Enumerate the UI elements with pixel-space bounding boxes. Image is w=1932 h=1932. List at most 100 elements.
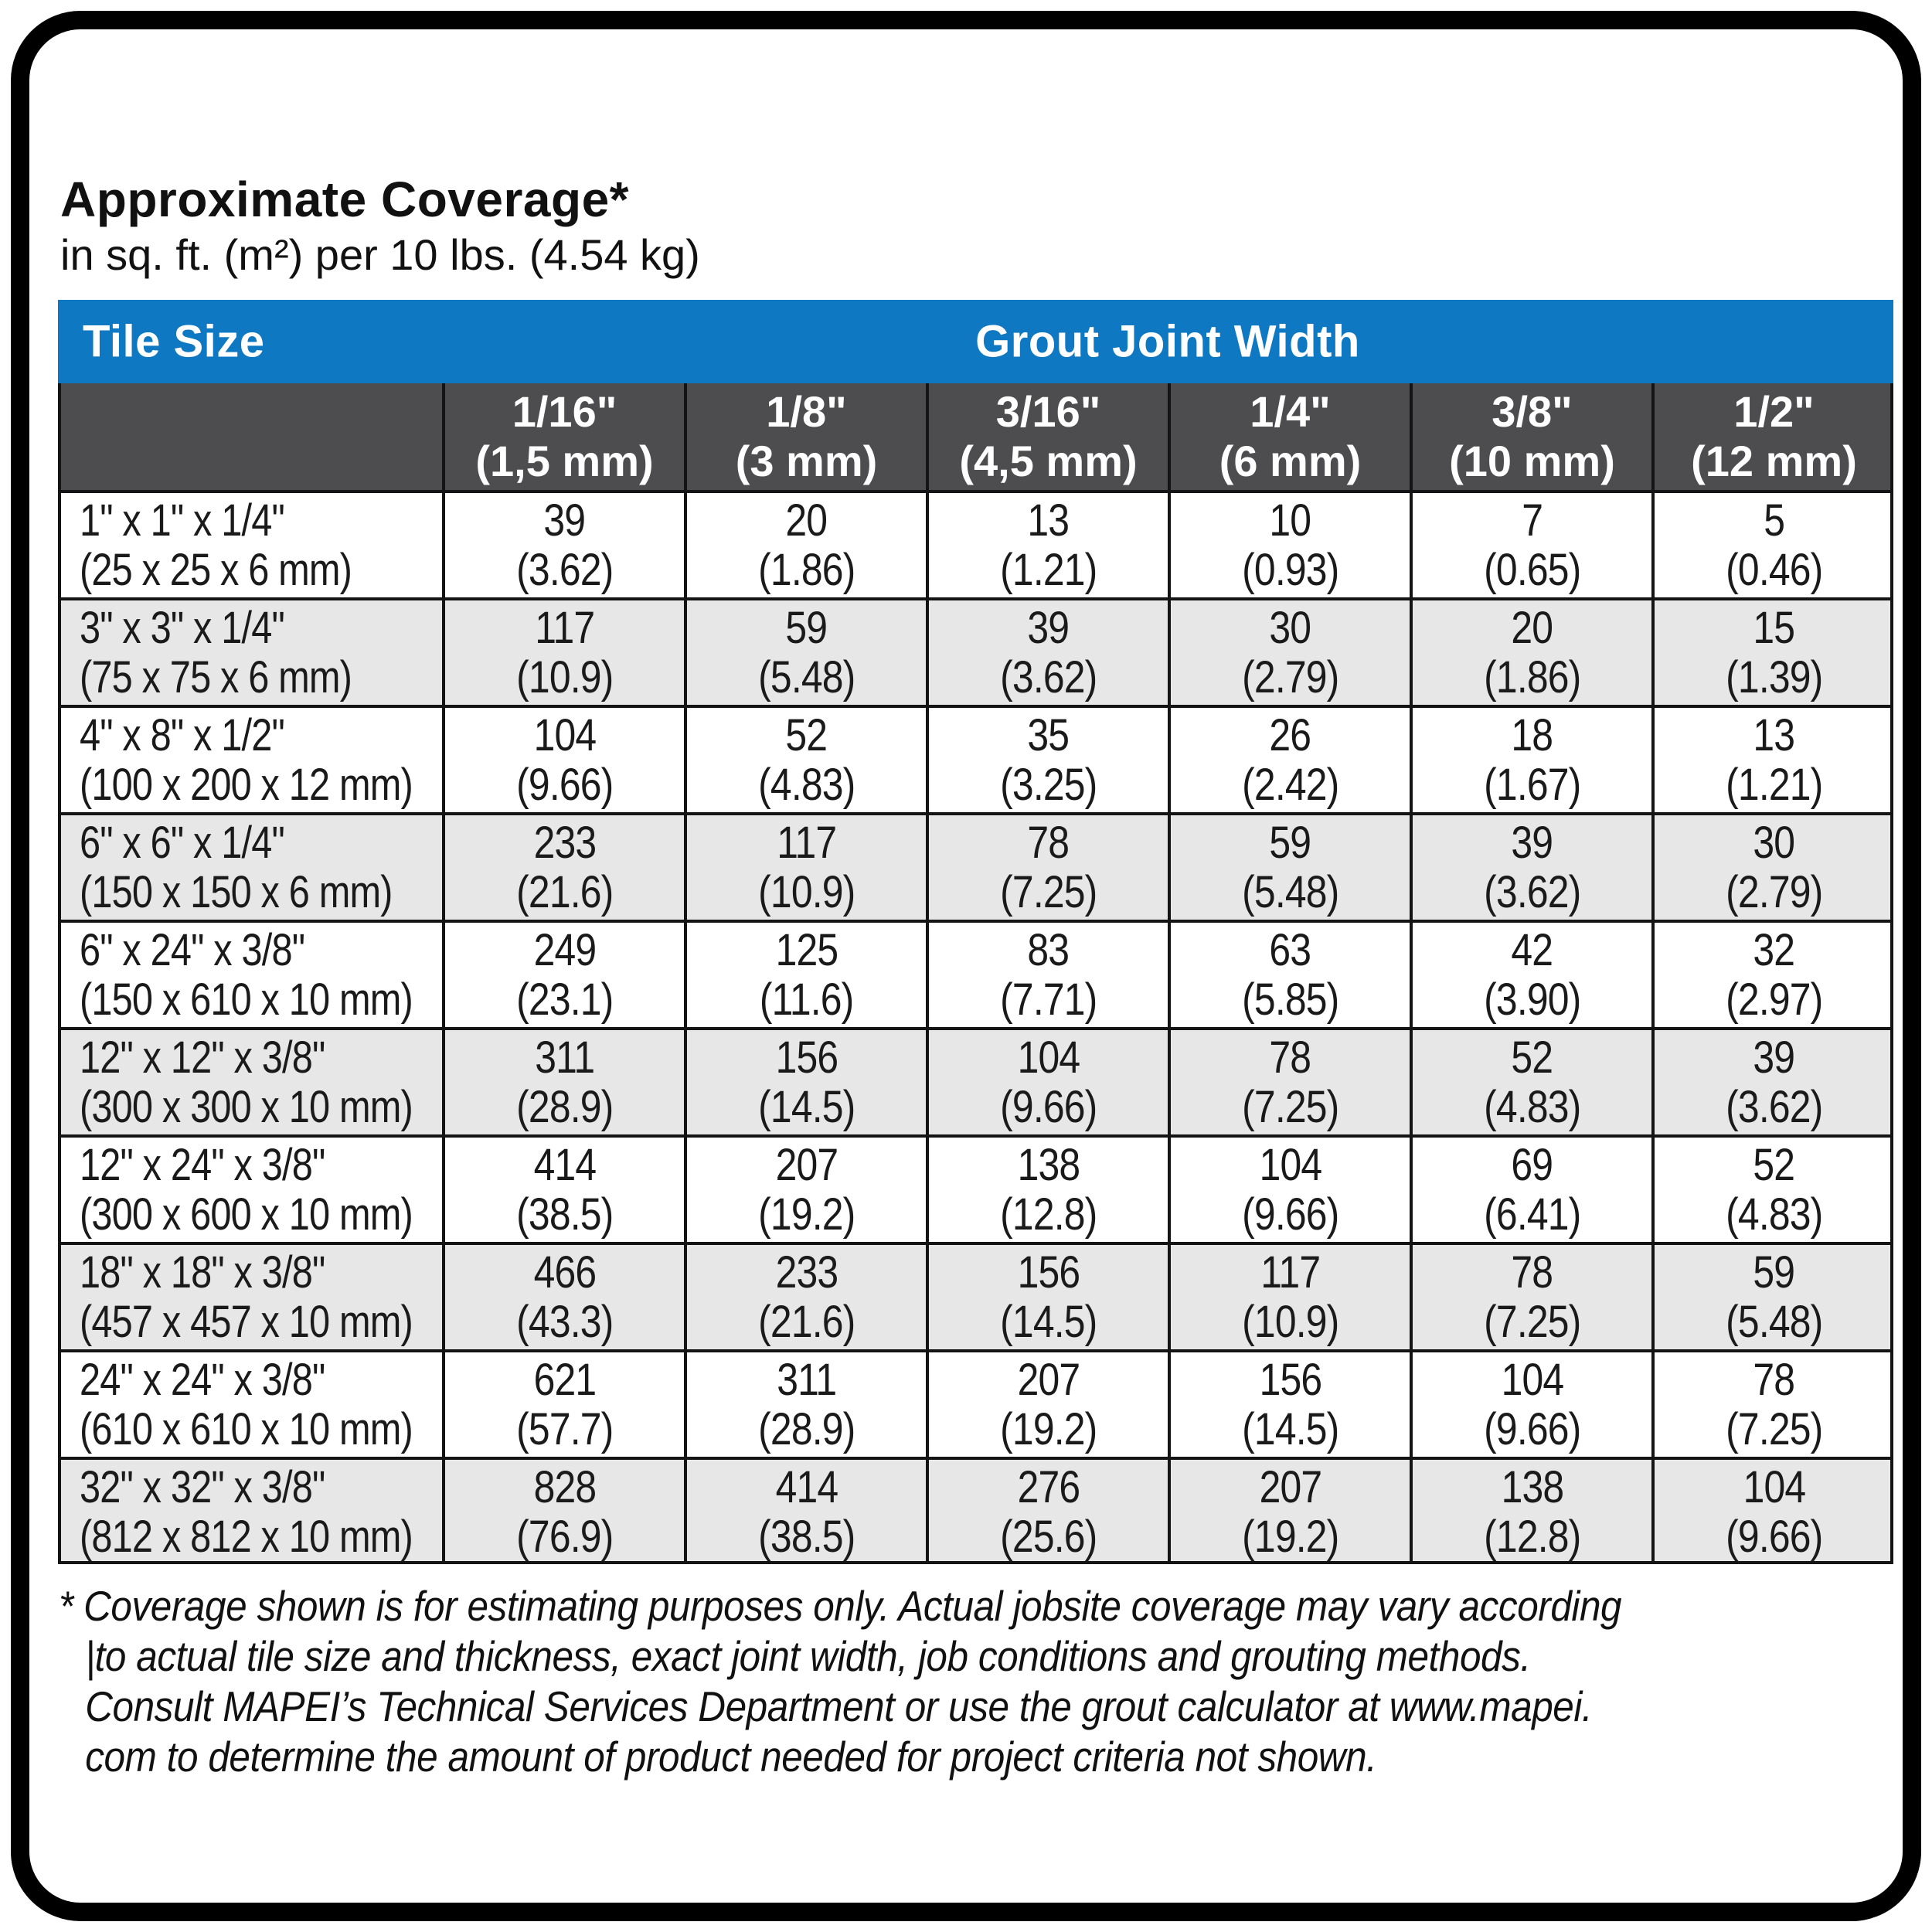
coverage-m2: (4.83) <box>757 759 855 810</box>
coverage-m2: (57.7) <box>515 1403 614 1454</box>
tile-size-cell: 4" x 8" x 1/2" (100 x 200 x 12 mm) <box>58 708 442 812</box>
coverage-m2: (1.86) <box>757 544 855 595</box>
table-row: 3" x 3" x 1/4" (75 x 75 x 6 mm) 117 (10.… <box>58 597 1893 705</box>
coverage-m2: (19.2) <box>999 1403 1097 1454</box>
table-row: 6" x 24" x 3/8" (150 x 610 x 10 mm) 249 … <box>58 920 1893 1027</box>
coverage-cell: 207 (19.2) <box>1168 1460 1410 1564</box>
coverage-m2: (5.85) <box>1241 974 1339 1025</box>
coverage-sqft: 117 <box>535 602 595 653</box>
page-subtitle: in sq. ft. (m²) per 10 lbs. (4.54 kg) <box>60 230 700 279</box>
tile-size-imperial: 12" x 12" x 3/8" <box>80 1032 325 1083</box>
coverage-sqft: 15 <box>1753 602 1796 653</box>
coverage-sqft: 32 <box>1753 924 1796 975</box>
coverage-cell: 20 (1.86) <box>1410 600 1651 705</box>
coverage-m2: (43.3) <box>515 1296 614 1347</box>
tile-size-imperial: 18" x 18" x 3/8" <box>80 1247 325 1298</box>
coverage-m2: (1.21) <box>1725 759 1823 810</box>
coverage-cell: 52 (4.83) <box>1651 1138 1893 1242</box>
tile-size-cell: 32" x 32" x 3/8" (812 x 812 x 10 mm) <box>58 1460 442 1564</box>
coverage-m2: (19.2) <box>757 1189 855 1240</box>
joint-width-metric-label: (1,5 mm) <box>475 437 654 485</box>
coverage-cell: 78 (7.25) <box>926 815 1168 920</box>
tile-size-metric: (300 x 300 x 10 mm) <box>80 1081 413 1132</box>
coverage-cell: 78 (7.25) <box>1651 1352 1893 1457</box>
coverage-cell: 138 (12.8) <box>926 1138 1168 1242</box>
coverage-cell: 276 (25.6) <box>926 1460 1168 1564</box>
coverage-sqft: 207 <box>775 1139 838 1190</box>
coverage-m2: (9.66) <box>1241 1189 1339 1240</box>
coverage-m2: (28.9) <box>757 1403 855 1454</box>
coverage-cell: 104 (9.66) <box>926 1030 1168 1134</box>
tile-size-imperial: 32" x 32" x 3/8" <box>80 1461 325 1512</box>
coverage-m2: (2.42) <box>1241 759 1339 810</box>
coverage-sqft: 63 <box>1269 924 1312 975</box>
coverage-sqft: 828 <box>533 1461 597 1512</box>
coverage-m2: (12.8) <box>1483 1511 1581 1562</box>
table-row: 32" x 32" x 3/8" (812 x 812 x 10 mm) 828… <box>58 1457 1893 1564</box>
coverage-cell: 156 (14.5) <box>1168 1352 1410 1457</box>
coverage-m2: (2.97) <box>1725 974 1823 1025</box>
tile-size-metric: (150 x 150 x 6 mm) <box>80 866 393 917</box>
coverage-m2: (7.71) <box>999 974 1097 1025</box>
coverage-m2: (10.9) <box>1241 1296 1339 1347</box>
coverage-m2: (5.48) <box>1725 1296 1823 1347</box>
coverage-cell: 39 (3.62) <box>442 493 684 597</box>
coverage-m2: (9.66) <box>1483 1403 1581 1454</box>
coverage-sqft: 20 <box>1511 602 1554 653</box>
coverage-cell: 414 (38.5) <box>684 1460 926 1564</box>
coverage-m2: (21.6) <box>515 866 614 917</box>
coverage-m2: (14.5) <box>1241 1403 1339 1454</box>
coverage-cell: 117 (10.9) <box>684 815 926 920</box>
coverage-m2: (38.5) <box>757 1511 855 1562</box>
coverage-cell: 30 (2.79) <box>1168 600 1410 705</box>
coverage-sqft: 311 <box>535 1032 595 1083</box>
joint-width-header-cell: 1/4" (6 mm) <box>1168 383 1410 490</box>
coverage-sqft: 30 <box>1269 602 1312 653</box>
joint-width-header-cell: 1/8" (3 mm) <box>684 383 926 490</box>
tile-size-imperial: 12" x 24" x 3/8" <box>80 1139 325 1190</box>
coverage-cell: 249 (23.1) <box>442 923 684 1027</box>
coverage-cell: 156 (14.5) <box>926 1245 1168 1349</box>
coverage-sqft: 20 <box>785 495 828 546</box>
tile-size-cell: 1" x 1" x 1/4" (25 x 25 x 6 mm) <box>58 493 442 597</box>
coverage-m2: (3.62) <box>1483 866 1581 917</box>
coverage-m2: (11.6) <box>759 974 854 1025</box>
coverage-sqft: 156 <box>775 1032 838 1083</box>
coverage-cell: 83 (7.71) <box>926 923 1168 1027</box>
tile-size-header-label: Tile Size <box>83 316 265 367</box>
coverage-cell: 311 (28.9) <box>684 1352 926 1457</box>
tile-size-metric: (150 x 610 x 10 mm) <box>80 974 413 1025</box>
coverage-sqft: 104 <box>1743 1461 1806 1512</box>
table-row: 4" x 8" x 1/2" (100 x 200 x 12 mm) 104 (… <box>58 705 1893 812</box>
tile-size-imperial: 1" x 1" x 1/4" <box>80 495 285 546</box>
coverage-m2: (2.79) <box>1725 866 1823 917</box>
coverage-cell: 117 (10.9) <box>1168 1245 1410 1349</box>
footnote-line: Consult MAPEI’s Technical Services Depar… <box>85 1682 1593 1730</box>
coverage-sqft: 7 <box>1522 495 1543 546</box>
joint-width-size-label: 1/4" <box>1250 387 1331 436</box>
coverage-m2: (3.25) <box>999 759 1097 810</box>
coverage-sqft: 10 <box>1269 495 1312 546</box>
coverage-m2: (23.1) <box>515 974 614 1025</box>
coverage-cell: 104 (9.66) <box>1651 1460 1893 1564</box>
coverage-sqft: 414 <box>533 1139 597 1190</box>
coverage-cell: 156 (14.5) <box>684 1030 926 1134</box>
coverage-sqft: 138 <box>1501 1461 1564 1512</box>
coverage-sqft: 69 <box>1511 1139 1554 1190</box>
coverage-cell: 104 (9.66) <box>442 708 684 812</box>
coverage-sqft: 138 <box>1017 1139 1080 1190</box>
coverage-sqft: 276 <box>1017 1461 1080 1512</box>
footnote-line: com to determine the amount of product n… <box>85 1733 1377 1781</box>
table-row: 12" x 24" x 3/8" (300 x 600 x 10 mm) 414… <box>58 1134 1893 1242</box>
coverage-sqft: 207 <box>1017 1354 1080 1405</box>
coverage-m2: (7.25) <box>1241 1081 1339 1132</box>
coverage-sqft: 414 <box>775 1461 838 1512</box>
coverage-cell: 138 (12.8) <box>1410 1460 1651 1564</box>
coverage-sqft: 621 <box>533 1354 597 1405</box>
tile-size-metric: (75 x 75 x 6 mm) <box>80 651 352 702</box>
coverage-cell: 104 (9.66) <box>1410 1352 1651 1457</box>
tile-size-imperial: 4" x 8" x 1/2" <box>80 709 285 760</box>
coverage-cell: 414 (38.5) <box>442 1138 684 1242</box>
coverage-m2: (38.5) <box>515 1189 614 1240</box>
